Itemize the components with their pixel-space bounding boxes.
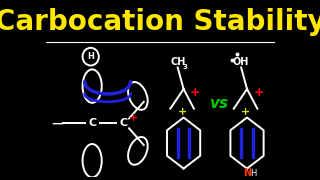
Text: +: + (241, 107, 250, 117)
Text: +: + (129, 112, 138, 123)
Text: N: N (243, 168, 251, 178)
Text: −: − (50, 114, 64, 132)
Text: vs: vs (209, 96, 228, 111)
Text: CH: CH (170, 57, 185, 67)
Text: +: + (190, 86, 201, 100)
Text: C: C (88, 118, 96, 128)
Text: +: + (253, 86, 264, 100)
Text: Carbocation Stability: Carbocation Stability (0, 8, 320, 36)
Text: 3: 3 (183, 64, 188, 70)
Text: OH: OH (233, 57, 249, 67)
Text: H: H (87, 52, 94, 61)
Text: H: H (251, 169, 257, 178)
Text: +: + (178, 107, 187, 117)
Text: C: C (119, 118, 127, 128)
